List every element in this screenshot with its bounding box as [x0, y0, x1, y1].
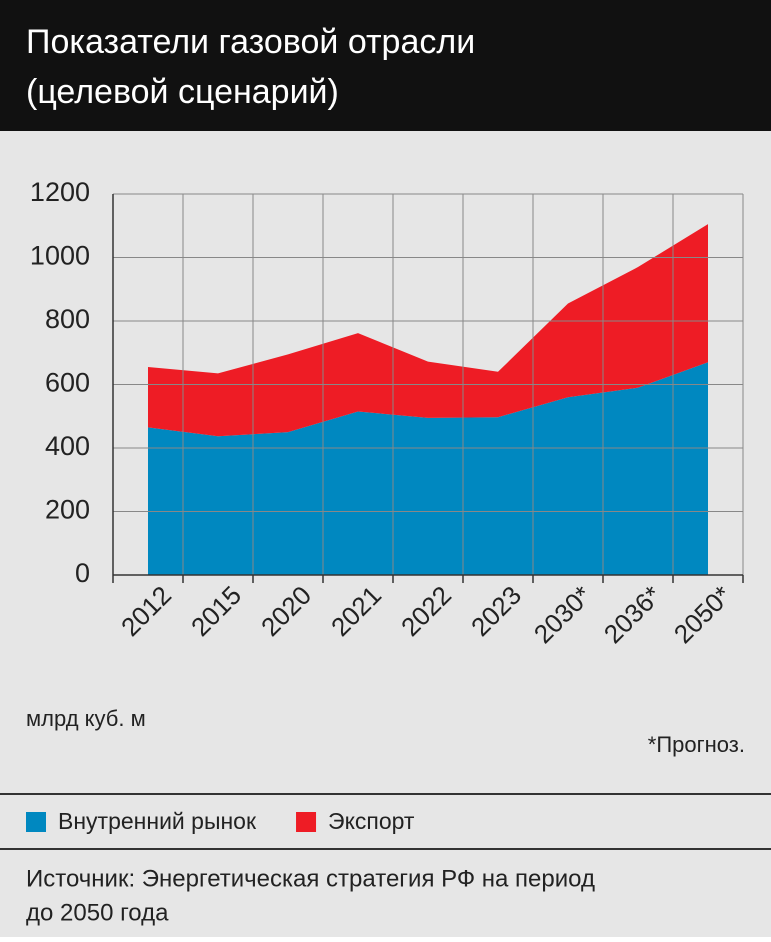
y-tick-label: 200	[45, 495, 90, 525]
area	[148, 362, 708, 575]
legend-swatch	[26, 812, 46, 832]
y-tick-label: 1200	[30, 177, 90, 207]
y-tick-label: 400	[45, 431, 90, 461]
chart-title: Показатели газовой отрасли	[26, 23, 475, 61]
source: Источник: Энергетическая стратегия РФ на…	[26, 865, 595, 892]
y-tick-label: 600	[45, 368, 90, 398]
y-tick-label: 1000	[30, 241, 90, 271]
y-tick-label: 0	[75, 558, 90, 588]
legend-label: Внутренний рынок	[58, 808, 257, 834]
area	[148, 224, 708, 437]
title-band	[0, 0, 771, 131]
legend-swatch	[296, 812, 317, 832]
legend-label: Экспорт	[328, 808, 415, 834]
note: *Прогноз.	[648, 732, 745, 757]
unit-label: млрд куб. м	[26, 706, 146, 731]
y-tick-label: 800	[45, 304, 90, 334]
chart-title: (целевой сценарий)	[26, 73, 339, 111]
source: до 2050 года	[26, 899, 169, 926]
